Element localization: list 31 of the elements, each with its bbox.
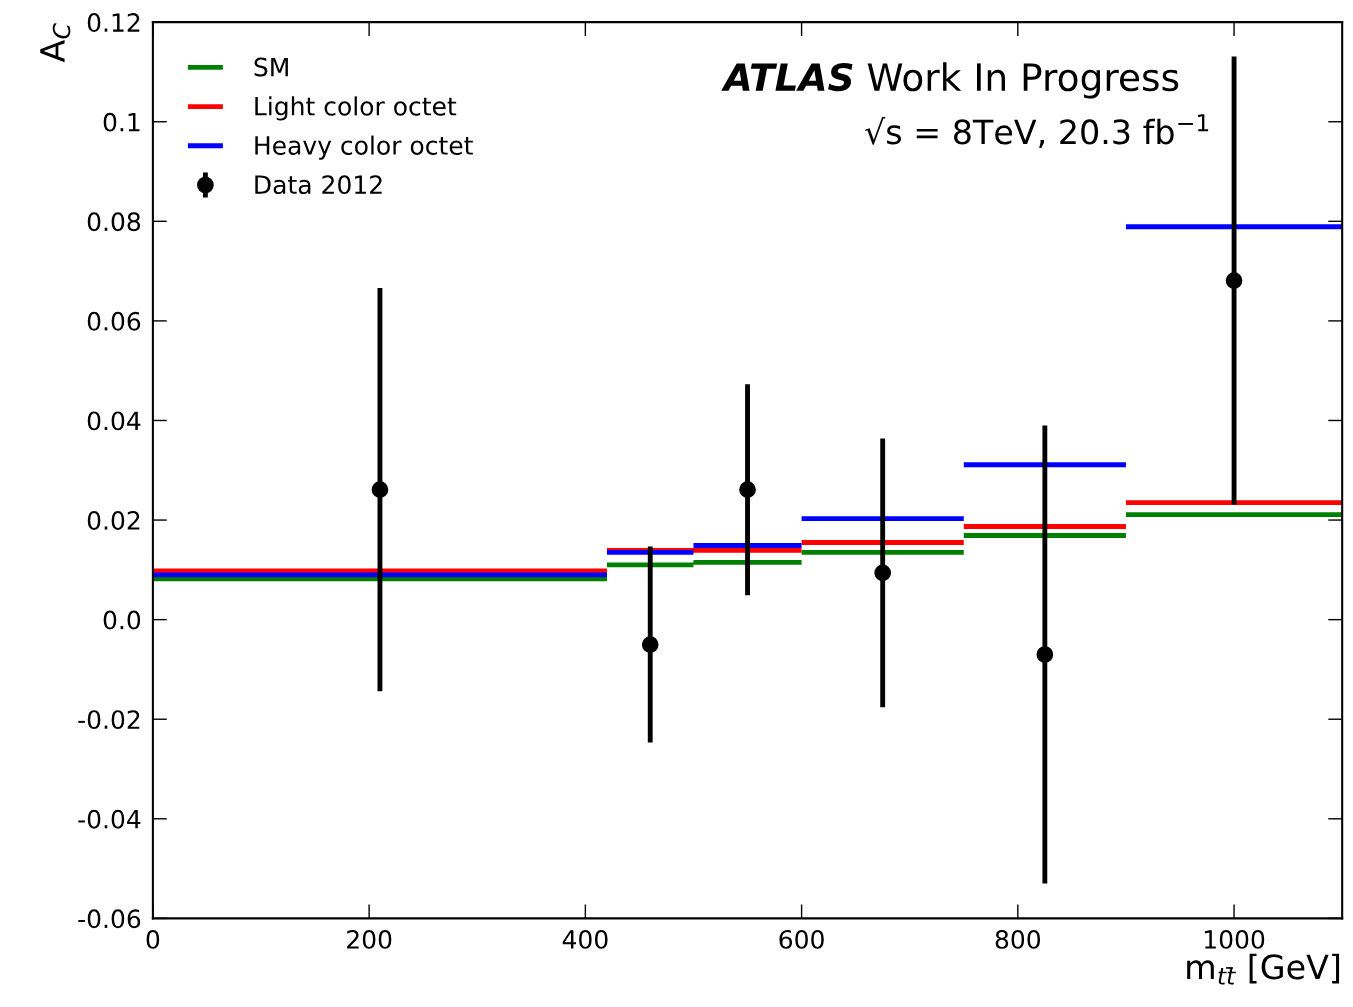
y-tick-label: -0.06 <box>78 909 141 929</box>
point <box>641 636 659 653</box>
x-tick-label: 1000 <box>1204 929 1265 949</box>
y-tick-label: 0.12 <box>87 13 140 33</box>
y-axis-title: A$_{C}$ <box>40 23 71 63</box>
y-tick-label: 0.02 <box>87 511 140 530</box>
x-axis-title: m$_{tt̄}$ [GeV] <box>1187 953 1340 985</box>
point <box>371 481 389 499</box>
point <box>1036 646 1054 663</box>
point <box>739 481 756 499</box>
x-tick-label: 800 <box>995 929 1041 949</box>
y-tick-label: 0.0 <box>103 610 141 630</box>
legend-label: Data 2012 <box>255 175 382 195</box>
y-tick-label: 0.1 <box>103 112 140 132</box>
y-tick-label: -0.04 <box>78 809 141 829</box>
y-tick-label: 0.06 <box>87 311 141 331</box>
point <box>1225 272 1243 289</box>
annotation: √s = 8TeV, 20.3 fb$^{−1}$ <box>865 114 1209 148</box>
legend-label: Light color octet <box>255 96 457 121</box>
x-tick-label: 200 <box>347 929 392 949</box>
legend-label: Heavy color octet <box>255 135 473 160</box>
point <box>874 564 892 582</box>
y-tick-label: 0.08 <box>87 212 141 232</box>
y-tick-label: -0.02 <box>78 710 140 730</box>
x-tick-label: 400 <box>562 929 608 949</box>
legend-label: SM <box>254 57 288 77</box>
y-tick-label: 0.04 <box>87 411 141 431</box>
annotation: Work In Progress <box>867 62 1179 99</box>
x-tick-label: 0 <box>146 929 160 949</box>
x-tick-label: 600 <box>779 929 824 949</box>
annotation: ATLAS <box>721 62 853 92</box>
